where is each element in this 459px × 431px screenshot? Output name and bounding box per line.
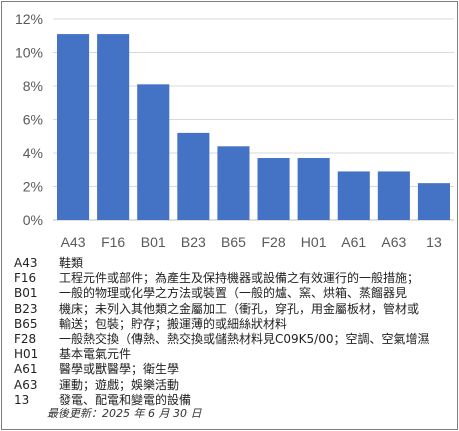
legend-item: B23 機床；未列入其他類之金屬加工（衝孔，穿孔，用金屬板材，管材或 <box>14 302 454 317</box>
x-tick-label: B01 <box>141 234 166 250</box>
y-tick-label: 0% <box>23 212 43 228</box>
x-tick-label: 13 <box>426 234 442 250</box>
category-legend: A43 鞋類 F16 工程元件或部件；為產生及保持機器或設備之有效運行的一般措施； B0… <box>14 256 454 408</box>
legend-item: A61 醫學或獸醫學；衛生學 <box>14 362 454 377</box>
y-tick-label: 8% <box>23 78 43 94</box>
bar <box>137 84 170 220</box>
legend-item: F16 工程元件或部件；為產生及保持機器或設備之有效運行的一般措施； <box>14 271 454 286</box>
x-tick-label: F16 <box>101 234 125 250</box>
legend-description: 機床；未列入其他類之金屬加工（衝孔，穿孔，用金屬板材，管材或 <box>59 301 420 316</box>
legend-code: 13 <box>14 392 30 407</box>
legend-code: A63 <box>14 377 38 392</box>
x-tick-label: H01 <box>301 234 327 250</box>
legend-code: F16 <box>14 271 37 286</box>
legend-item: H01 基本電氣元件 <box>14 347 454 362</box>
legend-code: A61 <box>14 362 38 377</box>
bar <box>177 132 210 220</box>
last-updated-text: 最後更新：2025 年 6 月 30 日 <box>47 407 202 420</box>
legend-code: H01 <box>14 347 39 362</box>
legend-description: 運動；遊戲；娛樂活動 <box>59 377 180 392</box>
legend-description: 一般的物理或化學之方法或裝置（一般的爐、窯、烘箱、蒸餾器見 <box>59 286 408 301</box>
x-tick-label: A63 <box>381 234 406 250</box>
bar <box>97 34 130 221</box>
legend-item: F28 一般熱交換（傳熱、熱交換或儲熱材料見C09K5/00；空調、空氣增濕 <box>14 332 454 347</box>
bar <box>297 158 330 220</box>
legend-item: A63 運動；遊戲；娛樂活動 <box>14 378 454 393</box>
y-tick-label: 12% <box>15 11 43 27</box>
legend-description: 一般熱交換（傳熱、熱交換或儲熱材料見C09K5/00；空調、空氣增濕 <box>59 331 430 346</box>
bar <box>337 171 370 220</box>
legend-code: B23 <box>14 301 38 316</box>
x-tick-label: B23 <box>181 234 206 250</box>
bar <box>257 158 290 220</box>
x-tick-label: B65 <box>221 234 246 250</box>
bar-chart: 0% 2% 4% 6% 8% 10% 12% A43 F16 B01 B23 B65 F28 H01 A61… <box>15 11 454 250</box>
y-tick-label: 10% <box>15 45 43 61</box>
legend-description: 鞋類 <box>59 256 84 270</box>
legend-code: A43 <box>14 256 38 270</box>
bar <box>417 183 450 220</box>
legend-description: 工程元件或部件；為產生及保持機器或設備之有效運行的一般措施； <box>59 271 420 286</box>
legend-description: 輸送；包裝；貯存；搬運薄的或細絲狀材料 <box>59 316 288 331</box>
legend-item: B65 輸送；包裝；貯存；搬運薄的或細絲狀材料 <box>14 317 454 332</box>
bar <box>377 171 410 220</box>
legend-code: B01 <box>14 286 38 301</box>
legend-description: 基本電氣元件 <box>59 347 132 362</box>
x-tick-label: A61 <box>341 234 366 250</box>
legend-item: 13 發電、配電和變電的設備 <box>14 393 454 408</box>
legend-description: 醫學或獸醫學；衛生學 <box>59 362 180 377</box>
y-tick-label: 4% <box>23 145 43 161</box>
legend-description: 發電、配電和變電的設備 <box>59 392 192 407</box>
legend-item: A43 鞋類 <box>14 256 454 271</box>
x-tick-label: A43 <box>61 234 86 250</box>
y-tick-label: 2% <box>23 179 43 195</box>
bar <box>57 34 90 221</box>
legend-code: F28 <box>14 331 37 346</box>
bar <box>217 146 250 220</box>
y-tick-label: 6% <box>23 112 43 128</box>
legend-code: B65 <box>14 316 38 331</box>
x-tick-label: F28 <box>261 234 285 250</box>
legend-item: B01 一般的物理或化學之方法或裝置（一般的爐、窯、烘箱、蒸餾器見 <box>14 286 454 301</box>
